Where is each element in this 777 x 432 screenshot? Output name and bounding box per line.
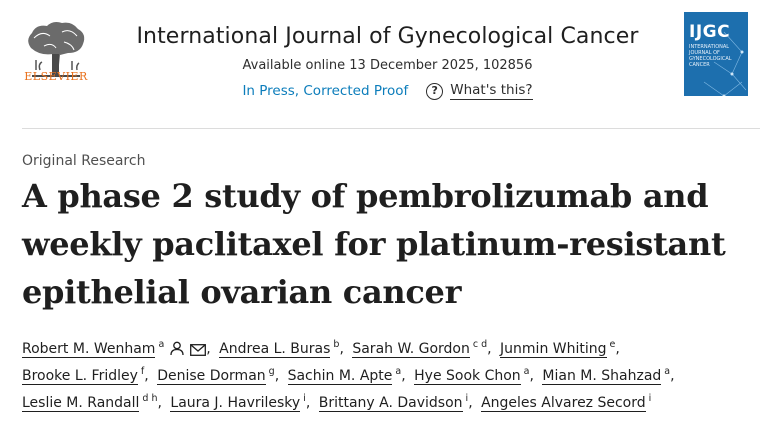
author-link[interactable]: Brittany A. Davidson i: [318, 393, 469, 412]
publisher-name: ELSEVIER: [24, 70, 88, 83]
header-divider: [22, 128, 760, 129]
question-circle-icon: ?: [426, 82, 444, 100]
journal-cover-image[interactable]: IJGC INTERNATIONAL JOURNAL OF GYNECOLOGI…: [684, 12, 748, 108]
author-link[interactable]: Sachin M. Apte a: [287, 366, 402, 385]
author-link[interactable]: Andrea L. Buras b: [219, 339, 340, 358]
author-link[interactable]: Hye Sook Chon a: [414, 366, 530, 385]
whats-this-label: What's this?: [450, 82, 533, 100]
cover-network-pattern: [703, 31, 747, 98]
author-link[interactable]: Sarah W. Gordon c d: [352, 339, 488, 358]
journal-title[interactable]: International Journal of Gynecological C…: [136, 24, 639, 49]
article-header: ELSEVIER International Journal of Gyneco…: [0, 0, 777, 118]
cover-title: IJGC: [689, 22, 731, 42]
whats-this-link[interactable]: ? What's this?: [426, 82, 533, 100]
author-link[interactable]: Junmin Whiting e: [500, 339, 616, 358]
article-title: A phase 2 study of pembrolizumab and wee…: [22, 172, 742, 316]
article-type: Original Research: [22, 153, 146, 169]
author-list: Robert M. Wenham a, Andrea L. Buras b, Sar…: [22, 339, 675, 412]
in-press-status: In Press, Corrected Proof: [242, 83, 409, 99]
title-line: weekly paclitaxel for platinum-resistant: [22, 225, 726, 263]
author-link[interactable]: Denise Dorman g: [157, 366, 275, 385]
elsevier-tree-logo[interactable]: [22, 12, 90, 88]
title-line: epithelial ovarian cancer: [22, 273, 462, 311]
author-link[interactable]: Laura J. Havrilesky i: [170, 393, 306, 412]
journal-info: International Journal of Gynecological C…: [110, 24, 665, 100]
title-line: A phase 2 study of pembrolizumab and: [22, 177, 709, 215]
status-row: In Press, Corrected Proof ? What's this?: [110, 82, 665, 100]
author-link[interactable]: Angeles Alvarez Secord i: [481, 393, 652, 412]
cover-subtitle: INTERNATIONAL JOURNAL OF GYNECOLOGICAL C…: [689, 44, 732, 68]
person-icon[interactable]: [170, 341, 184, 356]
author-link[interactable]: Robert M. Wenham a: [22, 340, 207, 358]
author-link[interactable]: Mian M. Shahzad a: [542, 366, 671, 385]
author-link[interactable]: Leslie M. Randall d h: [22, 393, 158, 412]
available-online-date: Available online 13 December 2025, 10285…: [242, 58, 533, 73]
mail-icon[interactable]: [190, 344, 207, 356]
author-link[interactable]: Brooke L. Fridley f: [22, 366, 145, 385]
cover-footer: [684, 96, 748, 108]
